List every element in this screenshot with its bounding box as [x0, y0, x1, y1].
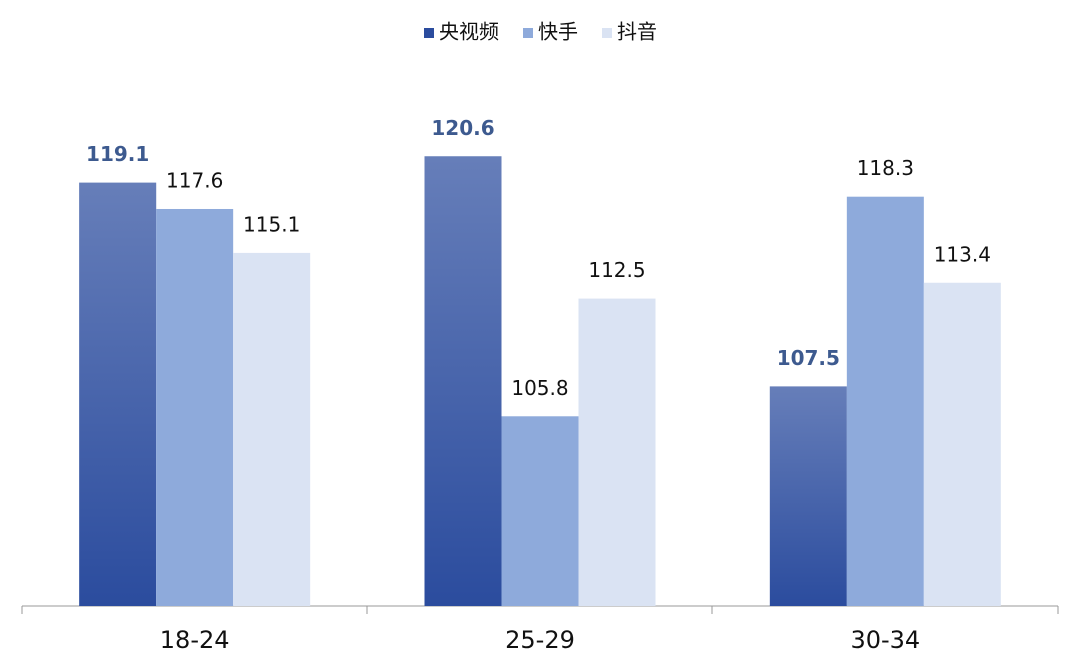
bar-shade: [79, 182, 157, 607]
data-label: 120.6: [431, 116, 494, 140]
x-tick-label: 30-34: [850, 626, 920, 654]
bar: [233, 252, 311, 606]
legend-swatch: [424, 28, 434, 38]
data-label: 113.4: [934, 242, 991, 266]
bar: [846, 196, 924, 607]
data-label: 117.6: [166, 168, 223, 192]
x-tick-label: 25-29: [505, 626, 575, 654]
data-label: 119.1: [86, 142, 149, 166]
legend-swatch: [602, 28, 612, 38]
data-label: 112.5: [588, 258, 645, 282]
x-tick-label: 18-24: [160, 626, 230, 654]
bar: [923, 282, 1001, 606]
bar: [156, 208, 234, 606]
data-label: 118.3: [857, 156, 914, 180]
legend-label: 快手: [538, 20, 578, 44]
data-label: 115.1: [243, 212, 300, 236]
bar: [501, 416, 579, 606]
legend-label: 抖音: [617, 20, 657, 44]
bar-shade: [769, 386, 847, 606]
data-label: 107.5: [777, 346, 840, 370]
legend-label: 央视频: [439, 20, 499, 44]
data-label: 105.8: [511, 376, 568, 400]
legend-swatch: [523, 28, 533, 38]
bar-shade: [424, 156, 502, 606]
bar: [578, 298, 656, 606]
